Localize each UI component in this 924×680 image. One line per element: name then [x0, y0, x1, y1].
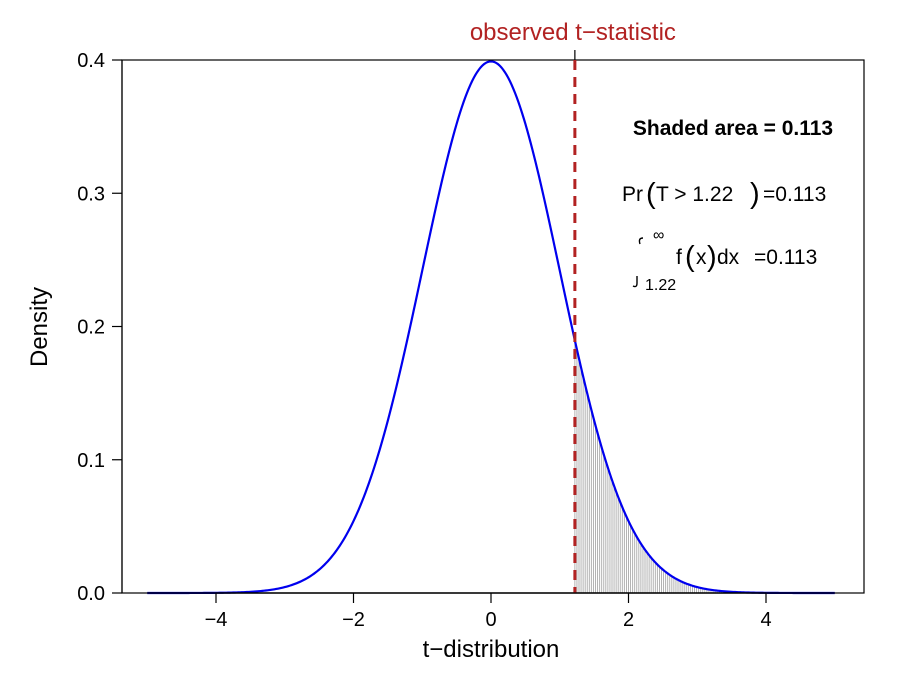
y-axis: 0.0 0.1 0.2 0.3 0.4: [77, 50, 123, 605]
y-tick-label: 0.1: [77, 450, 105, 472]
x-tick-label: −4: [205, 609, 228, 631]
shaded-area-annotation: Shaded area = 0.113: [633, 117, 833, 140]
integral-upper-limit: ∞: [653, 227, 664, 244]
integral-annotation: ∞ 1.22 f ( x ) dx =0.113: [632, 227, 817, 294]
integral-function: f: [676, 246, 682, 269]
shaded-tail-region: [574, 340, 747, 593]
integral-value: =0.113: [754, 246, 817, 269]
x-tick-label: 4: [760, 609, 771, 631]
integral-close-paren: ): [707, 241, 717, 273]
x-tick-label: −2: [342, 609, 365, 631]
y-tick-label: 0.3: [77, 183, 105, 205]
prob-value: =0.113: [763, 183, 826, 206]
integral-sign-icon: [632, 237, 644, 288]
x-tick-label: 0: [485, 609, 496, 631]
density-curve: [147, 60, 835, 595]
y-axis-title: Density: [26, 287, 53, 367]
integral-argument: x: [696, 246, 707, 269]
observed-t-label: observed t−statistic: [470, 19, 676, 46]
y-tick-label: 0.2: [77, 317, 105, 339]
integral-dx: dx: [717, 246, 740, 269]
integral-lower-limit: 1.22: [645, 277, 676, 294]
prob-inner: T > 1.22: [656, 183, 733, 206]
prob-prefix: Pr: [622, 183, 643, 206]
y-tick-label: 0.0: [77, 583, 105, 605]
probability-annotation: Pr ( T > 1.22 ) =0.113: [622, 178, 826, 210]
prob-close-paren: ): [750, 178, 760, 210]
integral-open-paren: (: [685, 241, 695, 273]
x-axis-title: t−distribution: [423, 636, 560, 663]
prob-open-paren: (: [646, 178, 656, 210]
y-tick-label: 0.4: [77, 50, 105, 72]
x-axis: −4 −2 0 2 4: [205, 592, 772, 631]
x-tick-label: 2: [623, 609, 634, 631]
